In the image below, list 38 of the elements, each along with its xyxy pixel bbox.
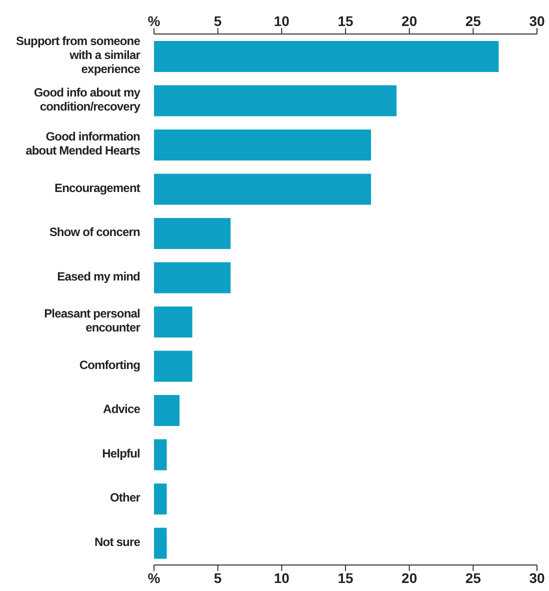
x-tick-label: 10: [274, 13, 290, 29]
bar: [154, 395, 180, 426]
y-tick-label: Good info about my condition/recovery: [34, 86, 141, 114]
x2-tick-label: 5: [214, 570, 222, 586]
bar: [154, 218, 231, 249]
x-tick-label: 15: [338, 13, 354, 29]
bar: [154, 41, 499, 72]
x-tick-label: 25: [465, 13, 482, 29]
bar: [154, 306, 192, 338]
y-tick-label: Not sure: [94, 535, 141, 550]
y-tick-label: Helpful: [102, 446, 140, 461]
bar: [154, 439, 167, 470]
x2-tick-label: 15: [338, 570, 354, 586]
y-tick-label: Eased my mind: [57, 270, 140, 284]
x-tick-label: %: [148, 13, 161, 29]
bar: [154, 174, 372, 205]
bar: [154, 484, 167, 514]
bar: [154, 350, 192, 382]
y-tick-label: Show of concern: [49, 225, 140, 240]
y-tick-label: Encouragement: [54, 181, 140, 196]
y-tick-label: Support from someone with a similar experience: [16, 34, 141, 76]
bar: [154, 262, 231, 294]
y-tick-label: Advice: [103, 402, 141, 416]
y-tick-label: Comforting: [79, 358, 140, 372]
y-tick-label: Good information about Mended Hearts: [26, 130, 141, 158]
y-tick-label: Other: [110, 490, 141, 505]
bar: [154, 528, 167, 559]
y-tick-label: Pleasant personal encounter: [44, 306, 141, 335]
x-tick-label: 20: [402, 13, 418, 29]
bar: [154, 130, 372, 160]
x2-tick-label: 25: [465, 570, 482, 586]
x2-tick-label: 10: [274, 570, 290, 586]
bar: [154, 85, 397, 116]
x2-tick-label: 30: [529, 570, 545, 586]
x2-tick-label: 20: [402, 570, 418, 586]
x-tick-label: 30: [529, 13, 545, 29]
x-tick-label: 5: [214, 13, 222, 29]
x2-tick-label: %: [148, 570, 161, 586]
